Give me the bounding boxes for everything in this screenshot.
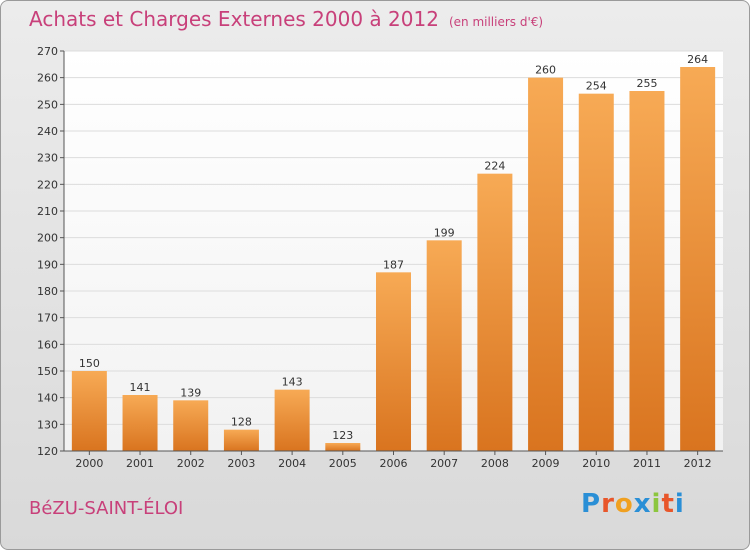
bar xyxy=(578,93,614,452)
x-tick-label: 2007 xyxy=(430,457,458,470)
data-label: 260 xyxy=(535,64,556,77)
chart-title: Achats et Charges Externes 2000 à 2012 (e… xyxy=(29,7,543,31)
chart-title-text: Achats et Charges Externes 2000 à 2012 xyxy=(29,7,439,31)
data-label: 199 xyxy=(434,226,455,239)
logo-letter: i xyxy=(651,489,662,519)
x-axis: 2000 2001 2002 2003 2004 2005 2006 2007 2008 2009… xyxy=(64,450,723,470)
x-tick-label: 2002 xyxy=(177,457,205,470)
data-label: 123 xyxy=(332,429,353,442)
bar xyxy=(528,77,564,452)
bar xyxy=(629,91,665,451)
y-tick-label: 120 xyxy=(37,445,58,458)
y-tick-label: 170 xyxy=(37,312,58,325)
y-tick-label: 250 xyxy=(37,98,58,111)
y-tick-label: 160 xyxy=(37,338,58,351)
data-label: 224 xyxy=(484,160,505,173)
data-label: 141 xyxy=(130,381,151,394)
x-tick-label: 2003 xyxy=(227,457,255,470)
bar xyxy=(680,67,716,451)
y-tick-label: 270 xyxy=(37,45,58,58)
data-label: 150 xyxy=(79,357,100,370)
x-tick-label: 2000 xyxy=(75,457,103,470)
y-tick-label: 140 xyxy=(37,392,58,405)
logo-letter: i xyxy=(674,489,685,519)
y-tick-label: 240 xyxy=(37,125,58,138)
bar xyxy=(426,240,462,451)
bar xyxy=(376,272,411,451)
logo-letter: P xyxy=(581,489,602,519)
logo-letter: o xyxy=(614,489,634,519)
y-tick-label: 180 xyxy=(37,285,58,298)
data-label: 187 xyxy=(383,258,404,271)
chart-subtitle: (en milliers d'€) xyxy=(448,15,544,29)
y-tick-label: 130 xyxy=(37,418,58,431)
proxiti-logo: Proxiti xyxy=(581,489,685,519)
logo-letter: t xyxy=(661,489,675,519)
y-tick-label: 220 xyxy=(37,178,58,191)
y-axis: 120 130 140 150 160 170 180 190 200 210 220 230 240 2… xyxy=(37,45,65,458)
y-tick-label: 150 xyxy=(37,365,58,378)
y-tick-label: 200 xyxy=(37,232,58,245)
data-label: 139 xyxy=(180,386,201,399)
x-tick-label: 2011 xyxy=(633,457,661,470)
x-tick-label: 2012 xyxy=(684,457,712,470)
logo-letter: x xyxy=(633,489,652,519)
data-label: 264 xyxy=(687,53,708,66)
y-tick-label: 230 xyxy=(37,152,58,165)
bar xyxy=(122,395,158,451)
x-tick-label: 2004 xyxy=(278,457,306,470)
bar xyxy=(274,389,310,451)
bar xyxy=(223,429,259,451)
y-tick-label: 260 xyxy=(37,72,58,85)
x-tick-label: 2009 xyxy=(532,457,560,470)
x-tick-label: 2010 xyxy=(582,457,610,470)
x-tick-label: 2005 xyxy=(329,457,357,470)
bars xyxy=(71,67,716,452)
data-label: 255 xyxy=(636,77,657,90)
data-label: 254 xyxy=(586,80,607,93)
bar xyxy=(325,443,361,451)
data-label: 128 xyxy=(231,416,252,429)
logo-letter: r xyxy=(601,489,615,519)
bar xyxy=(71,371,107,451)
y-tick-label: 190 xyxy=(37,258,58,271)
y-tick-label: 210 xyxy=(37,205,58,218)
commune-name: BéZU-SAINT-ÉLOI xyxy=(29,498,184,519)
bar xyxy=(173,400,209,451)
bar xyxy=(477,173,513,451)
data-labels: 150 141 139 128 143 123 187 199 224 260 254 255 264 xyxy=(79,53,708,442)
x-tick-label: 2006 xyxy=(380,457,408,470)
data-label: 143 xyxy=(282,376,303,389)
x-tick-label: 2001 xyxy=(126,457,154,470)
x-tick-label: 2008 xyxy=(481,457,509,470)
